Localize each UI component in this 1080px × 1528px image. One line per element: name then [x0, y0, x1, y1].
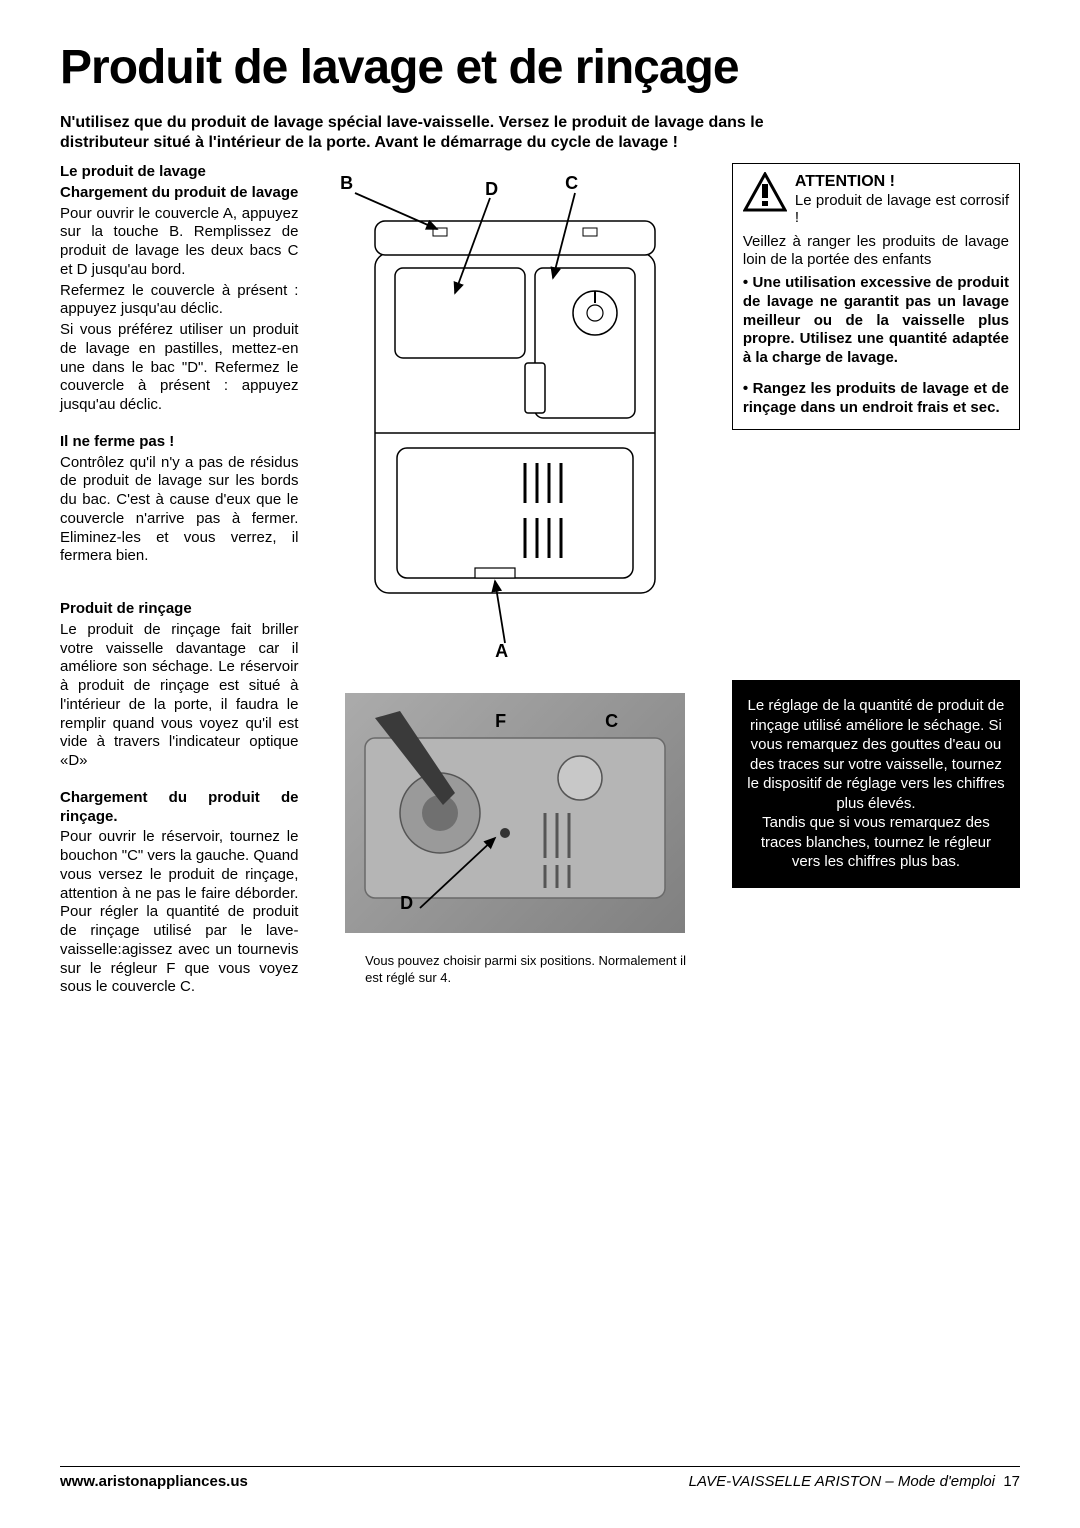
- black-tip-box: Le réglage de la quantité de produit de …: [732, 680, 1020, 888]
- subhead-ne-ferme-pas: Il ne ferme pas !: [60, 433, 298, 452]
- intro-text: N'utilisez que du produit de lavage spéc…: [60, 113, 820, 153]
- diagram-dispenser: B D C A: [325, 163, 705, 663]
- subhead-chargement-lavage: Chargement du produit de lavage: [60, 184, 298, 203]
- subhead-chargement-rincage: Chargement du produit de rinçage.: [60, 789, 298, 827]
- label-B: B: [340, 173, 353, 194]
- label-C2: C: [605, 711, 618, 732]
- diagram-rinse-aid: F C D Vous pouvez choisir parmi six posi…: [325, 693, 705, 987]
- para-controlez: Contrôlez qu'il n'y a pas de résidus de …: [60, 454, 298, 567]
- para-ouvrir-reservoir: Pour ouvrir le réservoir, tournez le bou…: [60, 828, 298, 997]
- footer-url: www.aristonappliances.us: [60, 1473, 248, 1490]
- attention-bullet-2: • Rangez les produits de lavage et de ri…: [743, 380, 1009, 418]
- warning-triangle-icon: [743, 172, 787, 218]
- label-D: D: [485, 179, 498, 200]
- attention-subtitle: Le produit de lavage est corrosif !: [795, 192, 1009, 227]
- para-pastilles: Si vous préférez utiliser un produit de …: [60, 321, 298, 415]
- diagram2-caption: Vous pouvez choisir parmi six positions.…: [325, 953, 705, 987]
- label-A: A: [495, 641, 508, 662]
- left-column: Le produit de lavage Chargement du produ…: [60, 163, 298, 999]
- black-tip-text: Le réglage de la quantité de produit de …: [747, 697, 1004, 870]
- middle-column: B D C A: [316, 163, 713, 999]
- attention-bullet-1: • Une utilisation excessive de produit d…: [743, 274, 1009, 368]
- attention-title: ATTENTION !: [795, 172, 1009, 192]
- label-C: C: [565, 173, 578, 194]
- attention-body: Veillez à ranger les produits de lavage …: [743, 233, 1009, 271]
- label-D2: D: [400, 893, 413, 914]
- para-rincage-brille: Le produit de rinçage fait briller votre…: [60, 621, 298, 771]
- page-title: Produit de lavage et de rinçage: [60, 40, 1020, 95]
- subhead-produit-lavage: Le produit de lavage: [60, 163, 298, 182]
- subhead-produit-rincage: Produit de rinçage: [60, 600, 298, 619]
- page-footer: www.aristonappliances.us LAVE-VAISSELLE …: [60, 1466, 1020, 1490]
- para-ouvrir-couvercle: Pour ouvrir le couvercle A, appuyez sur …: [60, 205, 298, 280]
- label-F: F: [495, 711, 506, 732]
- right-column: ATTENTION ! Le produit de lavage est cor…: [732, 163, 1020, 999]
- footer-doc-title: LAVE-VAISSELLE ARISTON – Mode d'emploi 1…: [689, 1473, 1020, 1490]
- attention-box: ATTENTION ! Le produit de lavage est cor…: [732, 163, 1020, 430]
- main-columns: Le produit de lavage Chargement du produ…: [60, 163, 1020, 999]
- para-refermez: Refermez le couvercle à présent : appuye…: [60, 282, 298, 320]
